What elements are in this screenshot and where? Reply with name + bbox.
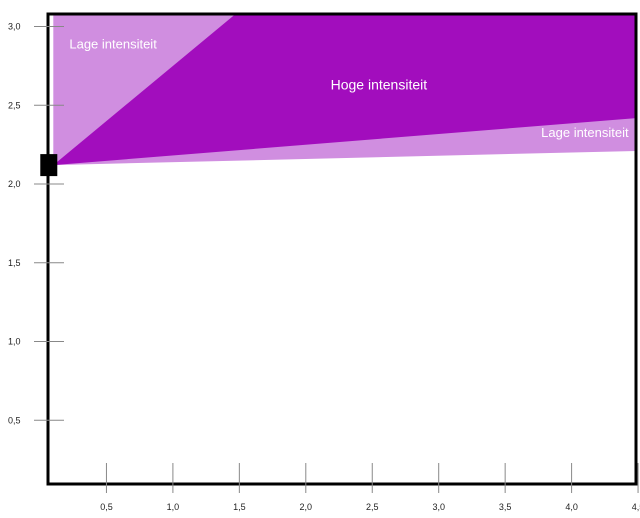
y-tick-label: 2,5 [8,100,21,110]
x-tick-label: 2,0 [300,502,313,512]
x-tick-label: 4,0 [565,502,578,512]
region-label: Hoge intensiteit [331,77,428,93]
x-tick-label: 4,5 [632,502,640,512]
plot-frame [46,12,638,486]
x-tick-label: 1,5 [233,502,246,512]
y-tick-label: 3,0 [8,22,21,32]
x-tick-label: 1,0 [167,502,180,512]
y-tick-label: 2,0 [8,179,21,189]
region-label: Lage intensiteit [69,37,157,52]
region-label: Lage intensiteit [541,125,629,140]
x-tick-label: 3,5 [499,502,512,512]
region-hoge-intensiteit [53,14,636,166]
y-tick-label: 0,5 [8,415,21,425]
plot-regions [53,14,636,166]
y-tick-label: 1,0 [8,337,21,347]
x-tick-label: 2,5 [366,502,379,512]
x-tick-label: 0,5 [100,502,113,512]
vertex-marker [40,154,58,177]
x-tick-label: 3,0 [432,502,445,512]
y-tick-label: 1,5 [8,258,21,268]
